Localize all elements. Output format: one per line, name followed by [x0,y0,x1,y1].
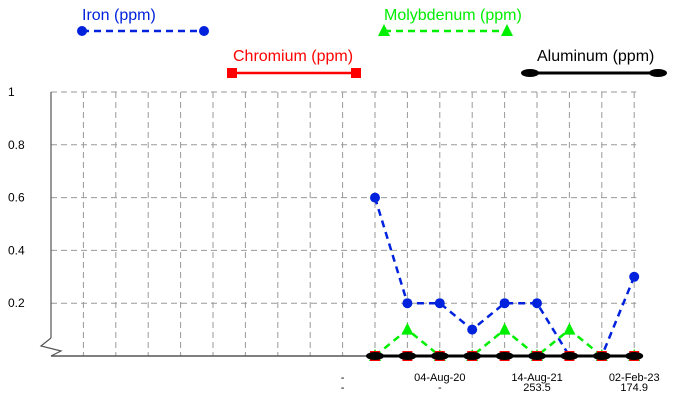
data-point [402,298,413,309]
data-point [398,352,417,360]
data-point [467,324,478,335]
x-tick-label: 14-Aug-21 [511,372,562,384]
y-tick-label: 0.4 [8,243,25,257]
x-tick-label: 04-Aug-20 [414,372,465,384]
y-tick-label: 0.8 [8,138,25,152]
data-point [560,352,579,360]
legend-marker [649,69,667,77]
axes [39,92,637,357]
data-point [370,192,380,203]
data-point [401,322,414,335]
legend: Iron (ppm) Chromium (ppm) Molybdenum (ppm)… [77,7,667,78]
legend-label: Aluminum (ppm) [537,48,654,65]
x-tick-label: 174.9 [620,382,648,394]
y-tick-label: 0.6 [8,191,25,205]
x-tick-label: - [438,382,442,394]
x-tick-label: 253.5 [523,382,551,394]
data-point [592,352,611,360]
axis-break-mark [39,337,63,357]
data-point [463,352,482,360]
data-point [434,298,445,309]
legend-label: Molybdenum (ppm) [384,7,522,24]
y-tick-label: 1 [8,85,15,99]
data-point [629,271,640,282]
legend-marker [199,26,209,36]
legend-marker [378,24,390,36]
legend-marker [521,69,539,77]
data-point [499,298,510,309]
data-point [498,322,511,335]
legend-label: Iron (ppm) [82,7,156,24]
legend-marker [501,24,513,36]
legend-marker [351,68,361,78]
data-point [430,352,449,360]
data-point [528,352,546,360]
y-tick-label: 0.2 [8,296,25,310]
plot-area [366,192,644,361]
x-tick-label: - [341,372,345,384]
legend-label: Chromium (ppm) [233,48,353,65]
x-tick-label: - [341,382,345,394]
data-point [495,352,514,360]
grid [51,91,637,356]
y-axis-labels: 0.2 0.4 0.6 0.8 1 [8,85,25,310]
x-tick-label: 02-Feb-23 [609,372,660,384]
data-point [532,298,542,309]
legend-marker [77,26,87,36]
data-point [366,352,384,360]
data-point [625,352,644,360]
legend-marker [227,68,237,78]
data-point [563,322,576,335]
